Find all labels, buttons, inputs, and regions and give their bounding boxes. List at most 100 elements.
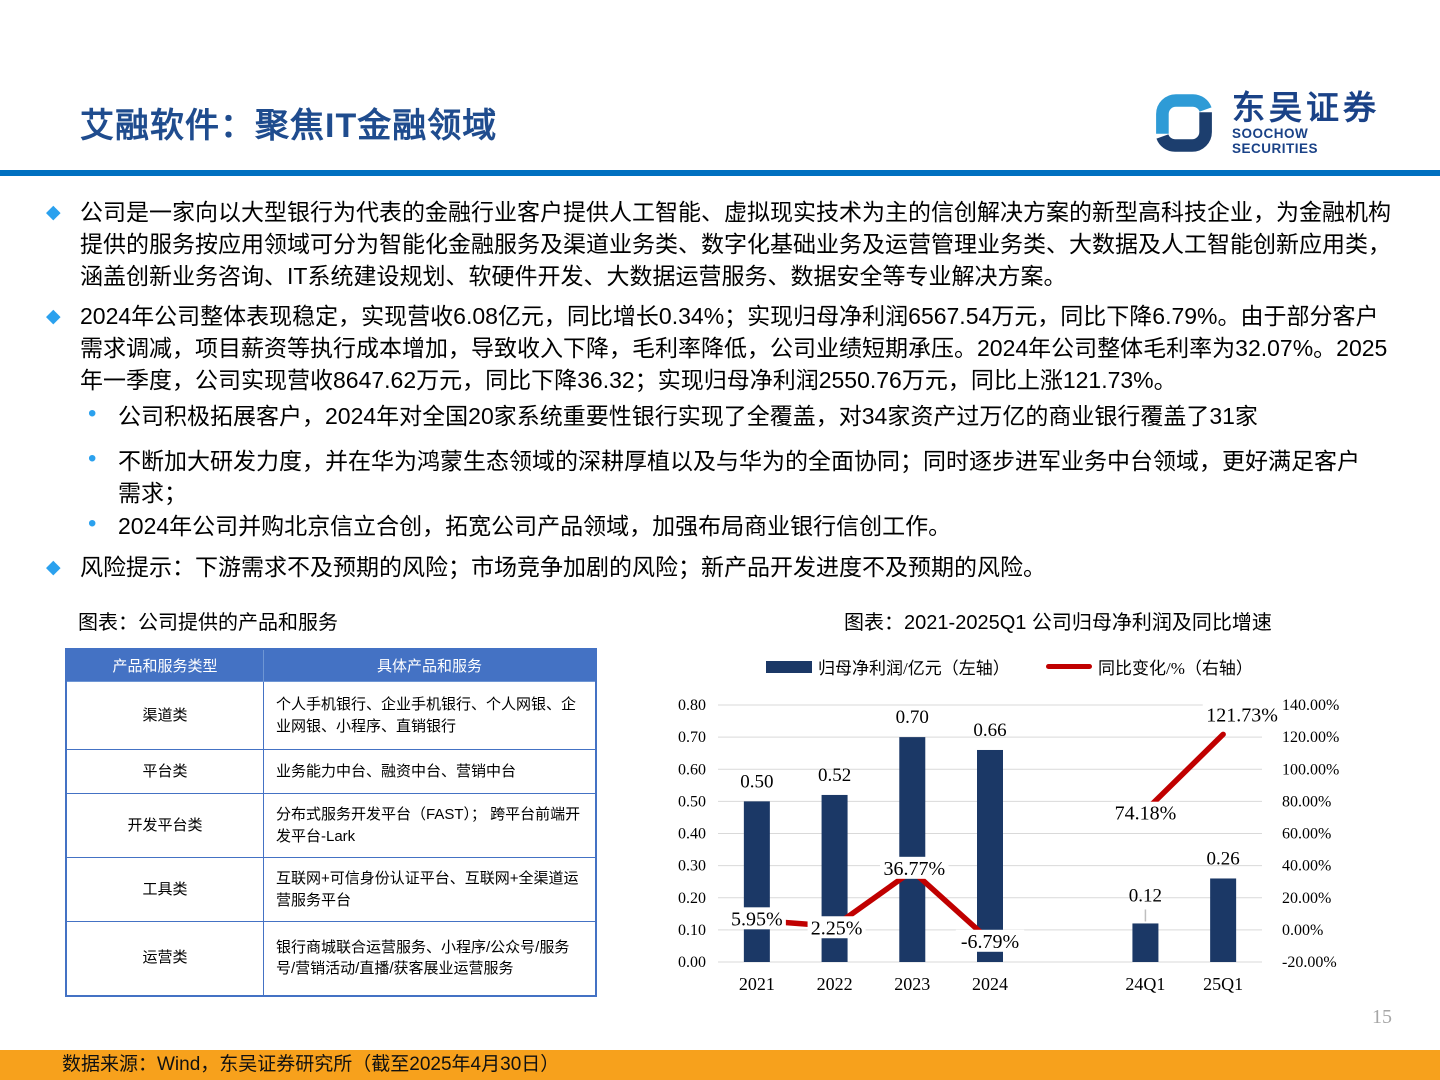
subbullet-customers: • 公司积极拓展客户，2024年对全国20家系统重要性银行实现了全覆盖，对34家… — [84, 400, 1384, 432]
bar-data-label: 0.26 — [1207, 848, 1240, 869]
subbullet-text: 不断加大研发力度，并在华为鸿蒙生态领域的深耕厚植以及与华为的全面协同；同时逐步进… — [118, 448, 1360, 506]
line-data-label: 2.25% — [811, 917, 863, 939]
legend-net-profit: 归母净利润/亿元（左轴） — [766, 654, 1010, 679]
line-legend-swatch-icon — [1046, 664, 1092, 669]
cell-detail: 分布式服务开发平台（FAST）； 跨平台前端开发平台-Lark — [263, 793, 597, 858]
col-header-detail: 具体产品和服务 — [263, 648, 597, 682]
cell-type: 工具类 — [65, 857, 264, 922]
bar-2021 — [743, 801, 770, 962]
left-axis-tick: 0.10 — [678, 922, 706, 939]
left-axis-tick: 0.00 — [678, 954, 706, 971]
dot-bullet-icon: • — [88, 445, 97, 472]
yoy-line — [754, 868, 993, 944]
right-axis-tick: -20.00% — [1282, 954, 1337, 971]
soochow-logo-icon — [1156, 94, 1212, 152]
bar-legend-swatch-icon — [766, 660, 812, 673]
logo-cn: 东吴证券 — [1232, 88, 1380, 126]
subbullet-acquisition: • 2024年公司并购北京信立合创，拓宽公司产品领域，加强布局商业银行信创工作。 — [84, 510, 1384, 542]
table-caption: 图表：公司提供的产品和服务 — [78, 612, 338, 634]
x-axis-label: 2023 — [894, 974, 930, 994]
subbullet-text: 2024年公司并购北京信立合创，拓宽公司产品领域，加强布局商业银行信创工作。 — [118, 513, 952, 539]
legend-label: 同比变化/%（右轴） — [1098, 659, 1253, 678]
bullet-2024-performance: ◆ 2024年公司整体表现稳定，实现营收6.08亿元，同比增长0.34%；实现归… — [44, 300, 1394, 396]
cell-type: 渠道类 — [65, 681, 264, 750]
right-axis-tick: 140.00% — [1282, 697, 1339, 714]
line-data-label: 5.95% — [731, 908, 783, 930]
cell-detail: 个人手机银行、企业手机银行、个人网银、企业网银、小程序、直销银行 — [263, 681, 597, 750]
chart-title: 图表：2021-2025Q1 公司归母净利润及同比增速 — [844, 612, 1272, 634]
bar-2023 — [899, 737, 926, 962]
table-header: 产品和服务类型 具体产品和服务 — [65, 648, 597, 682]
logo-text: 东吴证券 SOOCHOW SECURITIES — [1232, 88, 1398, 157]
line-data-label: 121.73% — [1206, 704, 1278, 726]
right-axis-tick: 120.00% — [1282, 729, 1339, 746]
brand-logo: 东吴证券 SOOCHOW SECURITIES — [1148, 84, 1398, 162]
right-axis-tick: 80.00% — [1282, 793, 1331, 810]
line-label-bg — [880, 856, 949, 879]
bullet-company-intro: ◆ 公司是一家向以大型银行为代表的金融行业客户提供人工智能、虚拟现实技术为主的信… — [44, 196, 1394, 292]
x-axis-label: 2024 — [972, 974, 1008, 994]
col-header-type: 产品和服务类型 — [65, 648, 264, 682]
right-axis-tick: 60.00% — [1282, 826, 1331, 843]
bullet-text: 风险提示：下游需求不及预期的风险；市场竞争加剧的风险；新产品开发进度不及预期的风… — [80, 554, 1046, 580]
cell-type: 运营类 — [65, 921, 264, 996]
products-services-table: 产品和服务类型 具体产品和服务 渠道类 个人手机银行、企业手机银行、个人网银、企业… — [65, 648, 597, 997]
diamond-bullet-icon: ◆ — [46, 202, 61, 223]
bullet-text: 2024年公司整体表现稳定，实现营收6.08亿元，同比增长0.34%；实现归母净… — [80, 303, 1388, 393]
x-axis-label: 2021 — [739, 974, 775, 994]
line-label-bg — [1111, 801, 1180, 824]
bar-data-label: 0.52 — [818, 765, 851, 786]
table-row: 运营类 银行商城联合运营服务、小程序/公众号/服务号/营销活动/直播/获客展业运营… — [65, 921, 597, 996]
right-axis-tick: 0.00% — [1282, 922, 1323, 939]
cell-type: 开发平台类 — [65, 793, 264, 858]
left-axis-tick: 0.80 — [678, 697, 706, 714]
table-body: 渠道类 个人手机银行、企业手机银行、个人网银、企业网银、小程序、直销银行 平台类 业务… — [65, 681, 597, 996]
table-row: 平台类 业务能力中台、融资中台、营销中台 — [65, 749, 597, 794]
bullet-text: 公司是一家向以大型银行为代表的金融行业客户提供人工智能、虚拟现实技术为主的信创解… — [80, 199, 1391, 289]
right-axis-tick: 20.00% — [1282, 890, 1331, 907]
yoy-line — [1142, 731, 1226, 814]
table-row: 渠道类 个人手机银行、企业手机银行、个人网银、企业网银、小程序、直销银行 — [65, 681, 597, 750]
line-label-bg — [807, 916, 866, 939]
x-axis-label: 25Q1 — [1203, 974, 1243, 994]
line-data-label: 74.18% — [1115, 803, 1177, 825]
bar-data-label: 0.66 — [973, 720, 1006, 741]
bar-data-label: 0.12 — [1129, 885, 1162, 906]
left-axis-tick: 0.60 — [678, 761, 706, 778]
table-row: 开发平台类 分布式服务开发平台（FAST）； 跨平台前端开发平台-Lark — [65, 793, 597, 858]
chart-plot-area: 0.00 -20.00% 0.10 0.00% 0.20 20.00% 0.30 40.00%… — [678, 697, 1339, 994]
line-data-label: 36.77% — [883, 858, 945, 880]
footer-bar: 数据来源：Wind，东吴证券研究所（截至2025年4月30日） — [0, 1050, 1440, 1080]
left-axis-tick: 0.20 — [678, 890, 706, 907]
legend-yoy-change: 同比变化/%（右轴） — [1046, 654, 1253, 679]
cell-detail: 银行商城联合运营服务、小程序/公众号/服务号/营销活动/直播/获客展业运营服务 — [263, 921, 597, 996]
table-row: 工具类 互联网+可信身份认证平台、互联网+全渠道运营服务平台 — [65, 857, 597, 922]
logo-en: SOOCHOW SECURITIES — [1232, 126, 1319, 157]
header-divider — [0, 170, 1440, 176]
legend-label: 归母净利润/亿元（左轴） — [818, 659, 1010, 678]
right-axis-tick: 100.00% — [1282, 761, 1339, 778]
page-title: 艾融软件：聚焦IT金融领域 — [80, 107, 498, 145]
bar-25Q1 — [1210, 878, 1237, 962]
left-axis-tick: 0.30 — [678, 858, 706, 875]
line-label-bg — [727, 907, 786, 930]
bar-24Q1 — [1132, 923, 1159, 962]
profit-growth-chart: 图表：2021-2025Q1 公司归母净利润及同比增速 归母净利润/亿元（左轴）… — [660, 600, 1400, 1030]
bar-data-label: 0.70 — [896, 707, 929, 728]
left-axis-tick: 0.40 — [678, 826, 706, 843]
line-label-bg — [1202, 703, 1282, 726]
x-axis-label: 24Q1 — [1125, 974, 1165, 994]
bullet-risk: ◆ 风险提示：下游需求不及预期的风险；市场竞争加剧的风险；新产品开发进度不及预期… — [44, 551, 1394, 583]
left-axis-tick: 0.70 — [678, 729, 706, 746]
page-number: 15 — [1372, 1006, 1392, 1028]
line-label-bg — [955, 929, 1025, 952]
diamond-bullet-icon: ◆ — [46, 306, 61, 327]
cell-detail: 业务能力中台、融资中台、营销中台 — [263, 749, 597, 794]
dot-bullet-icon: • — [88, 510, 97, 537]
x-axis-label: 2022 — [817, 974, 853, 994]
bar-2024 — [977, 749, 1003, 962]
right-axis-tick: 40.00% — [1282, 858, 1331, 875]
line-data-label: -6.79% — [961, 931, 1019, 953]
left-axis-tick: 0.50 — [678, 793, 706, 810]
